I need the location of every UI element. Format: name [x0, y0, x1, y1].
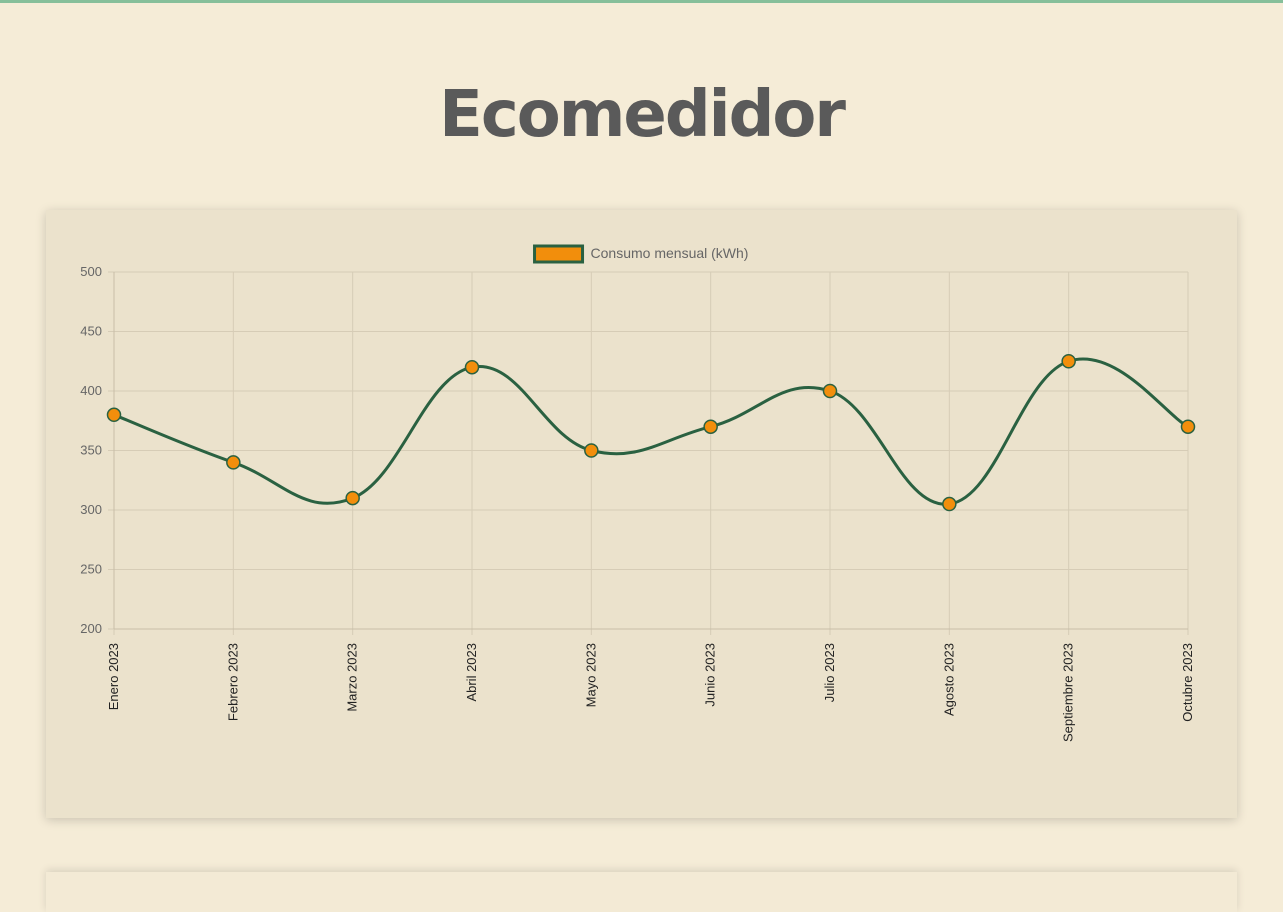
x-tick-label: Junio 2023 [703, 643, 718, 707]
chart-series [106, 354, 1196, 512]
y-tick-label: 350 [80, 443, 102, 458]
chart-legend[interactable]: Consumo mensual (kWh) [533, 244, 749, 264]
x-tick-label: Abril 2023 [464, 643, 479, 702]
data-point-7[interactable] [822, 383, 838, 399]
data-point-3[interactable] [345, 490, 360, 506]
x-tick-label: Enero 2023 [106, 643, 121, 710]
chart-axes: 500 450 400 350 300 250 200 Enero 2023 Febrero 2… [80, 264, 1195, 742]
x-tick-label: Septiembre 2023 [1061, 643, 1076, 742]
data-point-4[interactable] [464, 359, 480, 375]
x-tick-label: Marzo 2023 [345, 643, 360, 712]
x-tick-label: Octubre 2023 [1180, 643, 1195, 722]
page-title: Ecomedidor [439, 78, 846, 152]
y-tick-label: 500 [80, 264, 102, 279]
data-point-2[interactable] [226, 455, 241, 470]
y-tick-label: 200 [80, 621, 102, 636]
y-tick-label: 250 [80, 562, 102, 577]
data-point-5[interactable] [584, 443, 599, 458]
legend-label[interactable]: Consumo mensual (kWh) [591, 245, 749, 261]
x-tick-label: Mayo 2023 [583, 643, 598, 707]
y-tick-label: 450 [80, 324, 102, 339]
series-line [113, 357, 1189, 506]
legend-swatch[interactable] [533, 244, 585, 264]
x-tick-label: Agosto 2023 [941, 643, 956, 716]
x-tick-label: Febrero 2023 [225, 643, 240, 721]
secondary-card [46, 872, 1237, 912]
x-tick-label: Julio 2023 [822, 643, 837, 702]
data-point-9[interactable] [1061, 354, 1076, 369]
chart-grid [108, 271, 1189, 635]
data-point-6[interactable] [703, 419, 718, 434]
top-border [0, 0, 1283, 3]
consumption-line-chart: 500 450 400 350 300 250 200 Enero 2023 Febrero 2… [80, 244, 1196, 742]
chart-card: 500 450 400 350 300 250 200 Enero 2023 Febrero 2… [46, 210, 1237, 818]
data-point-10[interactable] [1180, 419, 1196, 434]
y-tick-label: 400 [80, 383, 102, 398]
data-point-1[interactable] [106, 407, 122, 423]
y-tick-label: 300 [80, 502, 102, 517]
data-point-8[interactable] [942, 496, 957, 512]
